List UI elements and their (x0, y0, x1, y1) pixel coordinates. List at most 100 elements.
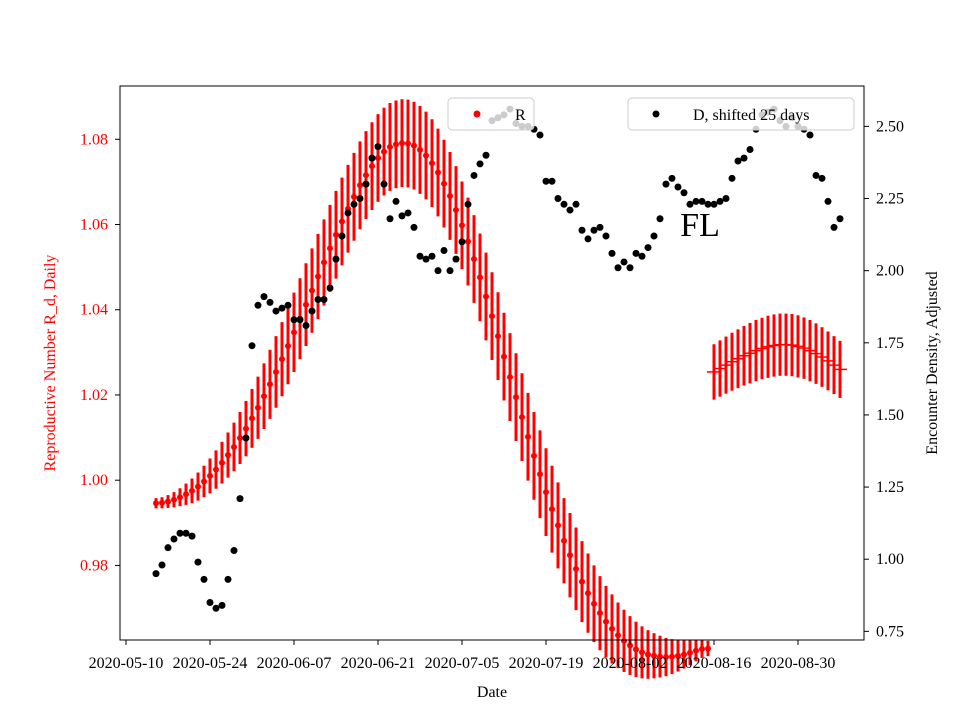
d-point (668, 174, 676, 182)
legend-r-box (447, 97, 535, 131)
d-point (338, 232, 346, 240)
legend-r: R (447, 97, 535, 131)
legend-d-marker (652, 110, 660, 118)
r-point (597, 610, 603, 617)
x-tick-label: 2020-08-16 (677, 655, 752, 672)
d-point (656, 215, 664, 223)
d-point (422, 255, 430, 263)
r-point (651, 652, 657, 659)
r-point (675, 652, 681, 659)
r-point (531, 452, 537, 459)
d-point (596, 223, 604, 231)
d-point (212, 604, 220, 612)
legend-d-box (627, 97, 855, 131)
r-point (633, 646, 639, 653)
r-point (399, 140, 405, 147)
d-point (284, 301, 292, 309)
y-left-tick-label: 1.04 (80, 302, 108, 319)
r-point (525, 433, 531, 440)
r-point (441, 180, 447, 187)
r-point (543, 489, 549, 496)
d-point (608, 249, 616, 257)
legend-d: D, shifted 25 days (627, 97, 855, 131)
r-point (219, 459, 225, 466)
r-point (639, 649, 645, 656)
r-point (627, 642, 633, 649)
d-point (392, 197, 400, 205)
d-point (830, 223, 838, 231)
r-point (537, 471, 543, 478)
d-point (380, 180, 388, 188)
plot-area (152, 99, 847, 679)
x-axis-label: Date (477, 684, 507, 701)
r-point (303, 301, 309, 308)
d-point (716, 197, 724, 205)
d-point (458, 238, 466, 246)
d-point (164, 544, 172, 552)
r-point (309, 287, 315, 294)
r-point (195, 483, 201, 490)
d-point (302, 321, 310, 329)
d-point (254, 301, 262, 309)
y-right-tick-label: 1.50 (876, 407, 904, 424)
r-point (387, 143, 393, 150)
r-point (201, 478, 207, 485)
r-point (363, 172, 369, 179)
r-point (417, 146, 423, 153)
r-point (573, 565, 579, 572)
r-point (447, 192, 453, 199)
y-right-tick-label: 2.50 (876, 118, 904, 135)
d-point (746, 145, 754, 153)
r-point (369, 163, 375, 170)
d-point (350, 200, 358, 208)
series-d (152, 105, 844, 612)
d-point (410, 223, 418, 231)
d-point (602, 232, 610, 240)
r-point (477, 274, 483, 281)
d-point (404, 209, 412, 217)
y-right-tick-label: 1.75 (876, 335, 904, 352)
r-point (213, 466, 219, 473)
r-point (465, 238, 471, 245)
r-point (429, 160, 435, 167)
r-point (567, 552, 573, 559)
y-left-tick-label: 1.08 (80, 131, 108, 148)
d-point (560, 200, 568, 208)
d-point (416, 252, 424, 260)
y-axis-left: 0.98 1.00 1.02 1.04 1.06 1.08 (80, 131, 120, 574)
y-right-tick-label: 1.00 (876, 551, 904, 568)
r-point (153, 500, 159, 507)
r-point (393, 141, 399, 148)
r-point (435, 169, 441, 176)
d-point (314, 296, 322, 304)
r-point (603, 618, 609, 625)
d-point (182, 529, 190, 537)
y-left-tick-label: 0.98 (80, 557, 108, 574)
d-point (722, 195, 730, 203)
r-point (495, 333, 501, 340)
d-point (326, 284, 334, 292)
d-point (440, 246, 448, 254)
d-point (806, 131, 814, 139)
r-point (609, 625, 615, 632)
r-point (207, 472, 213, 479)
d-point (356, 195, 364, 203)
r-point (315, 273, 321, 280)
d-point (248, 342, 256, 350)
r-point (411, 142, 417, 149)
d-point (170, 535, 178, 543)
d-point (638, 252, 646, 260)
d-point (542, 177, 550, 185)
d-point (278, 304, 286, 312)
d-point (824, 197, 832, 205)
d-point (386, 215, 394, 223)
d-point (614, 264, 622, 272)
r-point (237, 435, 243, 442)
d-point (176, 529, 184, 537)
r-point (657, 653, 663, 660)
r-point (579, 578, 585, 585)
legend-r-label: R (515, 107, 526, 124)
r-point (423, 152, 429, 159)
d-point (200, 575, 208, 583)
